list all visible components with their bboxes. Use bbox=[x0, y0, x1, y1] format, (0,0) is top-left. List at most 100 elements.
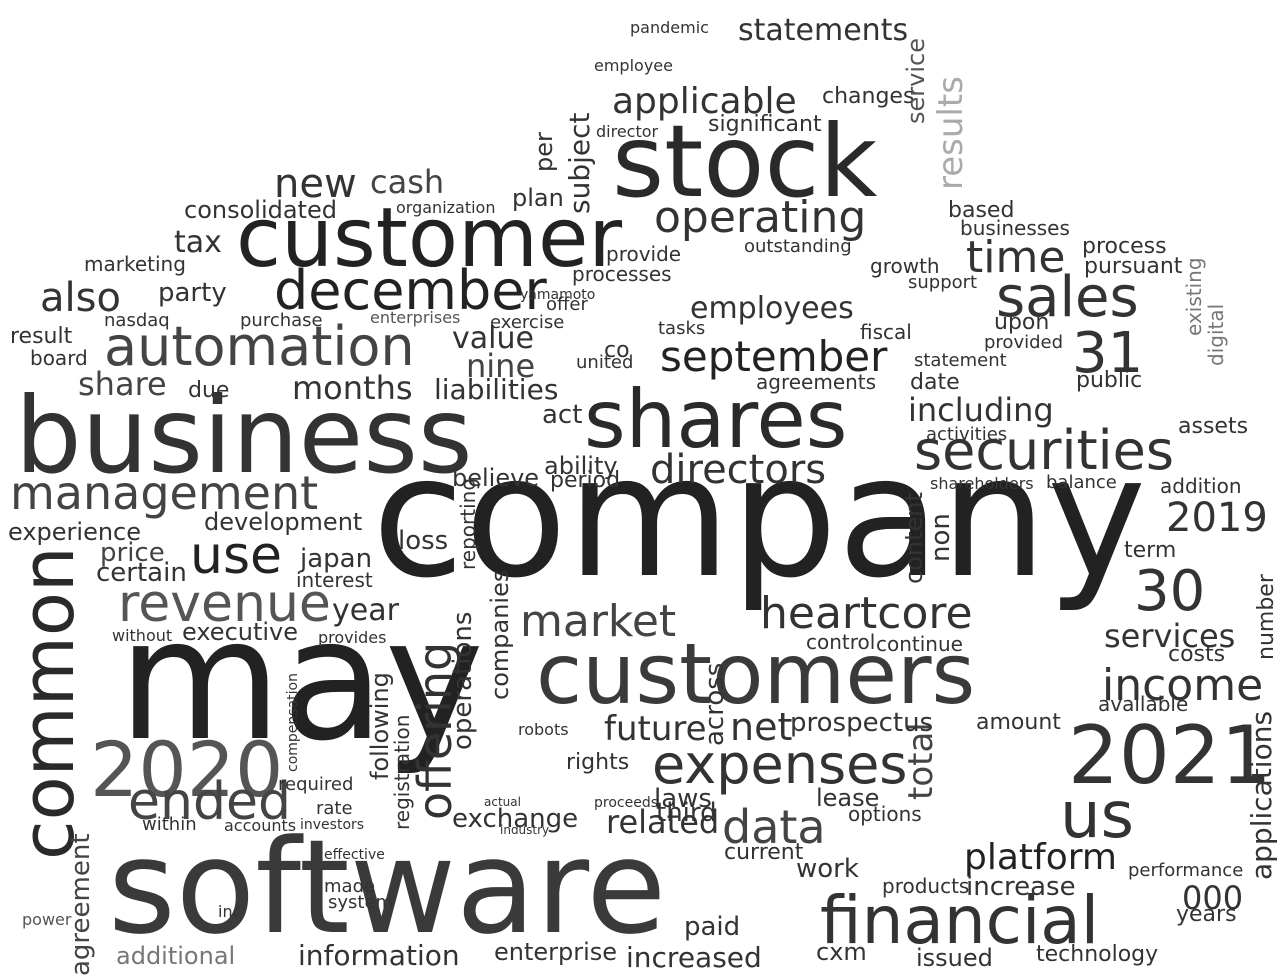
word-loss: loss bbox=[398, 526, 449, 556]
word-control: control bbox=[806, 630, 876, 654]
word-outstanding: outstanding bbox=[744, 236, 852, 257]
word-organization: organization bbox=[396, 198, 496, 217]
word-co: co bbox=[604, 338, 630, 363]
word-sales: sales bbox=[996, 265, 1139, 330]
word-operating: operating bbox=[654, 192, 867, 243]
word-period: period bbox=[550, 468, 621, 493]
word-platform: platform bbox=[964, 837, 1117, 878]
word-applicable: applicable bbox=[612, 81, 797, 122]
word-activities: activities bbox=[926, 424, 1008, 445]
word-continue: continue bbox=[876, 632, 963, 656]
word-pursuant: pursuant bbox=[1084, 254, 1183, 279]
word-company: company bbox=[372, 419, 1147, 615]
word-including: including bbox=[908, 391, 1054, 429]
word-support: support bbox=[908, 272, 978, 293]
word-companies: companies bbox=[486, 569, 514, 700]
word-provided: provided bbox=[984, 332, 1064, 353]
word-statements: statements bbox=[738, 13, 909, 48]
word-future: future bbox=[604, 709, 707, 749]
word-000: 000 bbox=[1182, 879, 1244, 917]
word-paid: paid bbox=[684, 912, 741, 942]
word-industry: industry bbox=[500, 823, 550, 837]
word-products: products bbox=[882, 874, 970, 898]
word-september: september bbox=[660, 332, 888, 381]
word-business: business bbox=[15, 375, 473, 497]
word-purchase: purchase bbox=[240, 310, 323, 331]
word-data: data bbox=[722, 800, 826, 854]
word-digital: digital bbox=[1204, 303, 1228, 366]
word-31: 31 bbox=[1072, 321, 1144, 386]
word-party: party bbox=[158, 278, 227, 308]
word-fiscal: fiscal bbox=[860, 320, 912, 344]
word-board: board bbox=[30, 346, 88, 370]
word-significant: significant bbox=[708, 112, 822, 137]
word-public: public bbox=[1076, 368, 1143, 393]
word-operations: operations bbox=[448, 611, 478, 750]
word-consolidated: consolidated bbox=[184, 196, 337, 224]
word-reporting: reporting bbox=[456, 477, 480, 570]
word-third: third bbox=[656, 798, 717, 828]
word-interest: interest bbox=[296, 568, 373, 592]
word-customer: customer bbox=[236, 191, 623, 286]
word-liabilities: liabilities bbox=[434, 373, 559, 406]
word-required: required bbox=[278, 774, 354, 795]
word-director: director bbox=[596, 122, 659, 141]
word-automation: automation bbox=[104, 315, 415, 378]
word-customers: customers bbox=[536, 625, 976, 723]
word-years: years bbox=[1176, 902, 1237, 927]
word-costs: costs bbox=[1168, 642, 1226, 667]
word-rights: rights bbox=[566, 750, 630, 775]
word-months: months bbox=[292, 369, 413, 407]
word-registration: registration bbox=[390, 714, 414, 830]
word-issued: issued bbox=[916, 944, 993, 972]
word-agreements: agreements bbox=[756, 370, 877, 394]
word-additional: additional bbox=[116, 942, 236, 970]
word-common: common bbox=[6, 546, 90, 860]
word-december: december bbox=[274, 259, 547, 322]
word-united: united bbox=[576, 352, 634, 373]
word-statement: statement bbox=[914, 350, 1007, 371]
word-financial: financial bbox=[820, 882, 1100, 959]
word-current: current bbox=[724, 840, 804, 865]
word-provides: provides bbox=[318, 628, 387, 647]
word-assets: assets bbox=[1178, 414, 1249, 439]
word-made: made bbox=[324, 876, 376, 897]
word-businesses: businesses bbox=[960, 216, 1070, 240]
word-nasdaq: nasdaq bbox=[104, 310, 170, 331]
word-within: within bbox=[142, 814, 197, 835]
word-laws: laws bbox=[654, 784, 712, 814]
word-30: 30 bbox=[1134, 559, 1206, 624]
word-2019: 2019 bbox=[1166, 495, 1268, 541]
word-upon: upon bbox=[994, 310, 1050, 335]
word-accounts: accounts bbox=[224, 816, 297, 835]
word-directors: directors bbox=[650, 447, 827, 493]
word-ability: ability bbox=[544, 452, 618, 480]
word-information: information bbox=[298, 939, 460, 972]
word-lease: lease bbox=[816, 784, 880, 812]
word-ended: ended bbox=[128, 772, 291, 832]
word-shareholders: shareholders bbox=[930, 474, 1034, 493]
word-due: due bbox=[188, 378, 230, 403]
word-increase: increase bbox=[966, 872, 1076, 902]
word-shares: shares bbox=[584, 373, 848, 466]
word-technology: technology bbox=[1036, 942, 1159, 967]
word-services: services bbox=[1104, 617, 1236, 655]
word-new: new bbox=[274, 161, 357, 207]
word-net: net bbox=[730, 705, 793, 749]
word-employees: employees bbox=[690, 291, 854, 326]
word-following: following bbox=[366, 672, 394, 780]
word-time: time bbox=[966, 232, 1066, 283]
word-stock: stock bbox=[612, 103, 878, 220]
word-securities: securities bbox=[914, 419, 1175, 482]
word-available: available bbox=[1098, 692, 1189, 716]
word-exercise: exercise bbox=[490, 312, 565, 333]
word-effective: effective bbox=[324, 847, 385, 863]
word-cash: cash bbox=[370, 163, 445, 201]
word-employee: employee bbox=[594, 56, 673, 75]
word-amount: amount bbox=[976, 710, 1061, 735]
word-year: year bbox=[332, 593, 399, 628]
word-non: non bbox=[926, 513, 956, 562]
word-without: without bbox=[112, 626, 173, 645]
word-exchange: exchange bbox=[452, 804, 579, 834]
